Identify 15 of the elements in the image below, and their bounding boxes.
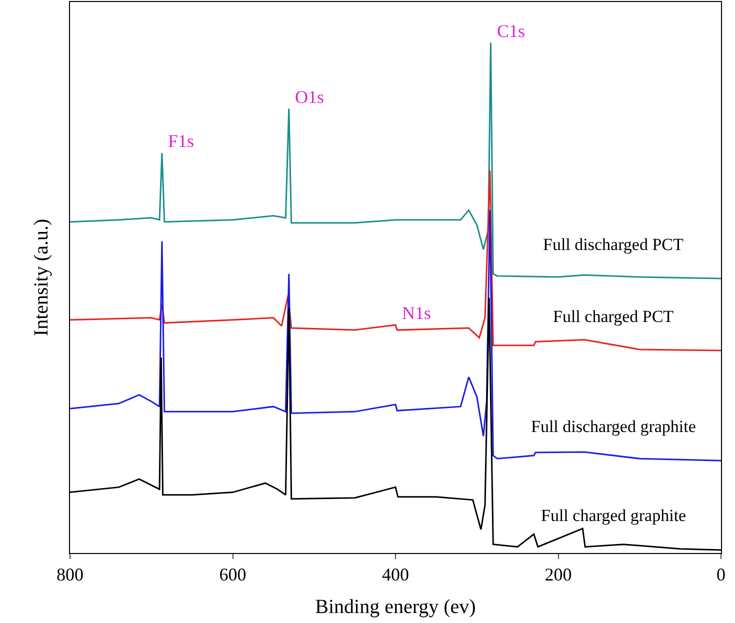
x-axis-title: Binding energy (ev) (315, 596, 476, 618)
x-tick-label: 800 (56, 564, 84, 585)
annotation: C1s (497, 21, 526, 41)
series-label: Full discharged graphite (531, 417, 696, 436)
x-tick-label: 0 (716, 564, 726, 585)
annotation: F1s (168, 131, 194, 151)
x-tick-label: 600 (219, 564, 246, 585)
annotation: N1s (402, 303, 432, 323)
series-label: Full charged graphite (541, 506, 686, 525)
annotation: O1s (295, 87, 324, 107)
x-tick-label: 200 (544, 564, 572, 585)
series-label: Full charged PCT (553, 307, 674, 326)
series-label: Full discharged PCT (543, 235, 684, 254)
x-tick-label: 400 (382, 564, 409, 585)
y-axis-title: Intensity (a.u.) (30, 218, 52, 336)
